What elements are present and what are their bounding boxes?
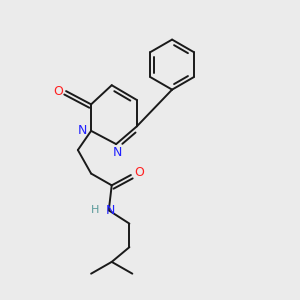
Text: N: N (113, 146, 122, 159)
Text: N: N (106, 204, 115, 217)
Text: N: N (78, 124, 88, 137)
Text: O: O (53, 85, 63, 98)
Text: H: H (91, 206, 100, 215)
Text: O: O (134, 166, 144, 178)
